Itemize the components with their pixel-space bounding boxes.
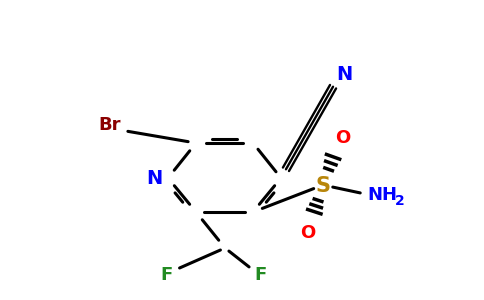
Text: 2: 2 [395, 194, 405, 208]
Text: S: S [316, 176, 331, 196]
Text: NH: NH [367, 186, 397, 204]
Text: Br: Br [99, 116, 121, 134]
Text: N: N [336, 65, 352, 85]
Text: O: O [301, 224, 316, 242]
Text: F: F [255, 266, 267, 284]
Text: N: N [146, 169, 162, 188]
Text: O: O [335, 129, 350, 147]
Text: F: F [161, 266, 173, 284]
